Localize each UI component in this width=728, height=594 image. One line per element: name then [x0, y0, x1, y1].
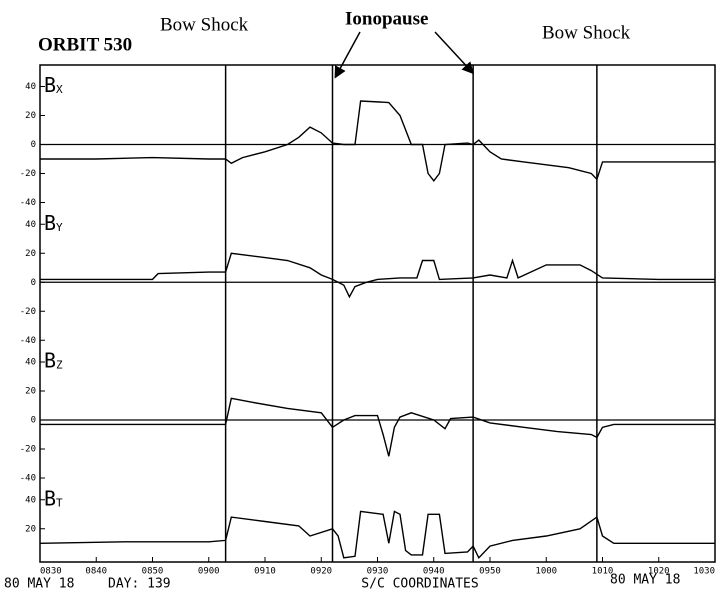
- date-label: 80 MAY 18: [4, 577, 74, 592]
- coords-label: S/C COORDINATES: [361, 577, 478, 592]
- day-label: DAY: 139: [108, 577, 171, 592]
- x-tick-label: 1030: [693, 567, 715, 577]
- x-tick-label: 0830: [40, 567, 62, 577]
- y-tick-label: -20: [20, 307, 36, 317]
- bow-shock-label: Bow Shock: [542, 22, 631, 43]
- x-tick-label: 0840: [85, 567, 107, 577]
- label-main: B: [44, 348, 56, 372]
- panel-label: BY: [44, 210, 63, 234]
- y-tick-label: 20: [25, 111, 36, 121]
- data-line: [40, 100, 715, 182]
- y-tick-label: -20: [20, 169, 36, 179]
- y-tick-label: 20: [25, 387, 36, 397]
- x-tick-label: 1000: [535, 567, 557, 577]
- x-tick-label: 1020: [648, 567, 670, 577]
- date-label: 80 MAY 18: [610, 573, 680, 588]
- label-main: B: [44, 73, 56, 97]
- bow-shock-label: Bow Shock: [160, 14, 249, 35]
- orbit-label: ORBIT 530: [38, 34, 132, 55]
- ionopause-label: Ionopause: [345, 8, 428, 29]
- x-tick-label: 0850: [142, 567, 164, 577]
- panel-label: BZ: [44, 348, 63, 372]
- y-tick-label: 40: [25, 220, 36, 230]
- y-tick-label: 40: [25, 358, 36, 368]
- label-main: B: [44, 210, 56, 234]
- y-tick-label: -40: [20, 198, 36, 208]
- data-line: [40, 252, 715, 299]
- label-sub: T: [56, 496, 63, 509]
- y-tick-label: -40: [20, 336, 36, 346]
- y-tick-label: -20: [20, 445, 36, 455]
- arrow: [334, 31, 361, 79]
- x-tick-label: 0920: [310, 567, 332, 577]
- x-tick-label: 1010: [592, 567, 614, 577]
- panel-label: BX: [44, 73, 63, 97]
- y-tick-label: 20: [25, 249, 36, 259]
- y-tick-label: 20: [25, 524, 36, 534]
- data-line: [39, 510, 715, 560]
- y-tick-label: -40: [20, 474, 36, 484]
- y-tick-label: 0: [31, 416, 36, 426]
- y-tick-label: 0: [31, 278, 36, 288]
- x-tick-label: 0910: [254, 567, 276, 577]
- x-tick-label: 0940: [423, 567, 445, 577]
- x-tick-label: 0900: [198, 567, 220, 577]
- x-tick-label: 0930: [367, 567, 389, 577]
- arrow: [434, 31, 475, 75]
- label-main: B: [44, 486, 56, 510]
- y-tick-label: 0: [31, 140, 36, 150]
- label-sub: X: [56, 83, 63, 96]
- x-tick-label: 0950: [479, 567, 501, 577]
- panel-label: BT: [44, 486, 63, 510]
- frame: [39, 64, 716, 563]
- y-tick-label: 40: [25, 82, 36, 92]
- label-sub: Y: [56, 221, 63, 234]
- data-line: [40, 397, 715, 457]
- y-tick-label: 40: [25, 495, 36, 505]
- label-sub: Z: [56, 359, 63, 372]
